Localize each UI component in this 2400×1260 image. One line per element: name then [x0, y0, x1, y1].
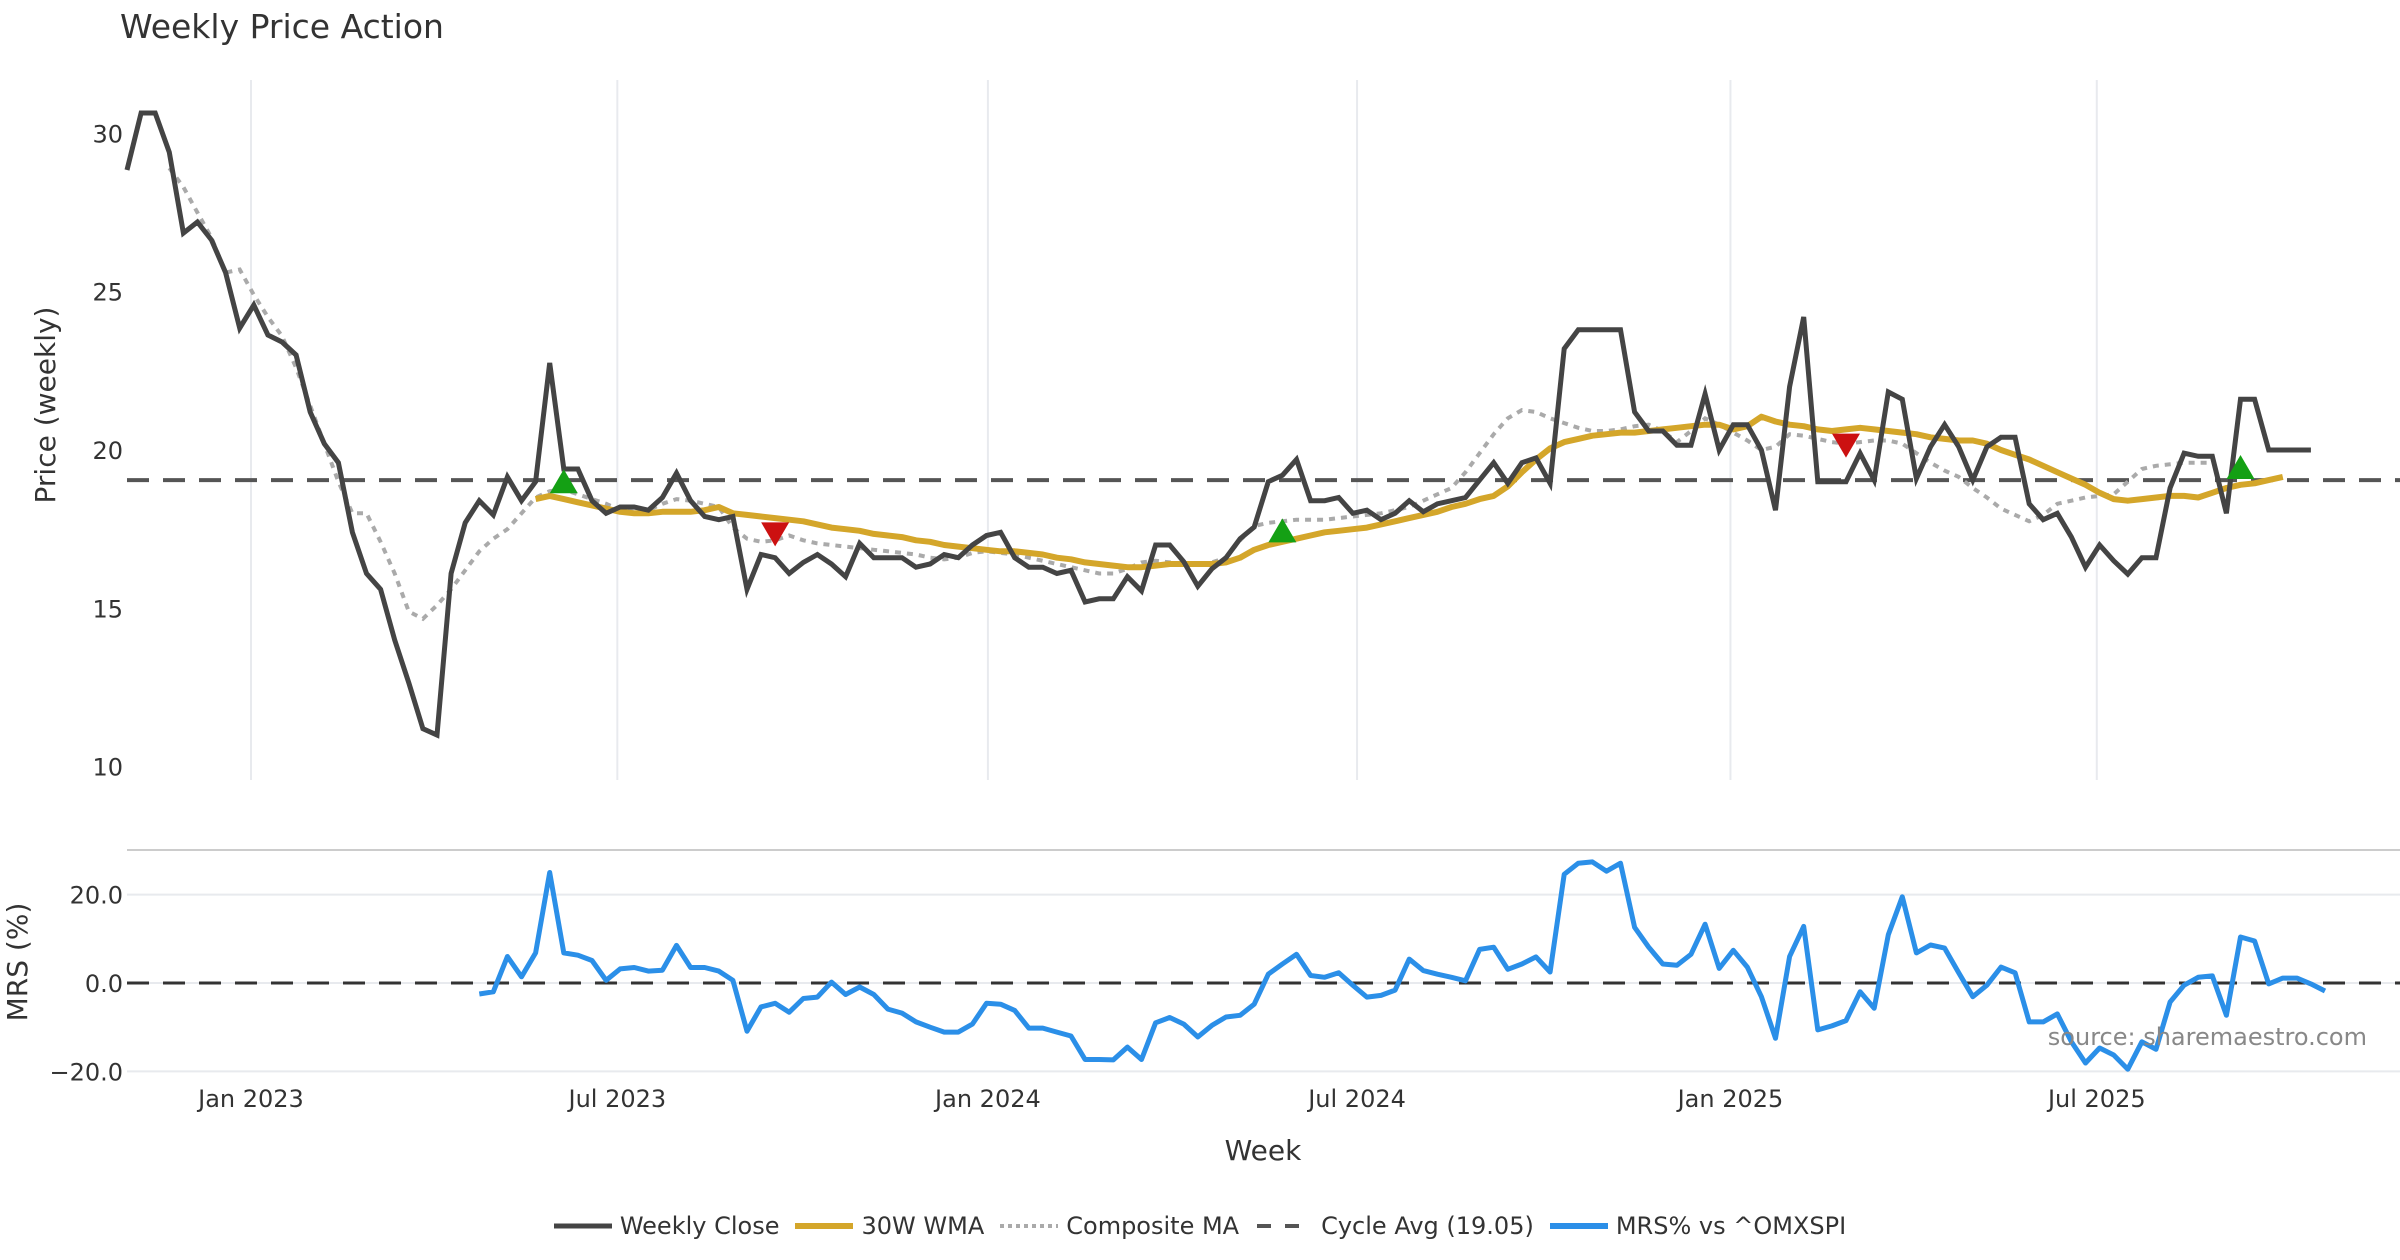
x-tick-label: Jan 2023: [196, 1085, 304, 1113]
x-tick-label: Jan 2025: [1676, 1085, 1784, 1113]
mrs-panel: [127, 859, 2400, 1072]
legend-item-cycle-avg[interactable]: Cycle Avg (19.05): [1255, 1212, 1534, 1240]
x-axis-label: Week: [1225, 1134, 1302, 1167]
composite-ma-line: [167, 166, 2213, 622]
legend-label: MRS% vs ^OMXSPI: [1615, 1212, 1847, 1240]
legend-swatch-solid-blue: [1549, 1223, 1608, 1229]
legend-label: Composite MA: [1066, 1212, 1240, 1240]
x-tick-label: Jul 2025: [2046, 1085, 2146, 1113]
legend-item-wma[interactable]: 30W WMA: [795, 1212, 984, 1240]
mrs-y-tick-label: 0.0: [85, 970, 123, 998]
mrs-y-axis-label: MRS (%): [1, 903, 34, 1022]
sell-signal-marker: [761, 522, 790, 547]
legend-label: 30W WMA: [861, 1212, 985, 1240]
weekly-close-line: [124, 110, 2311, 739]
legend-swatch-dotted-gray: [1000, 1224, 1059, 1228]
buy-signal-marker: [1268, 518, 1297, 543]
legend-item-weekly-close[interactable]: Weekly Close: [553, 1212, 780, 1240]
wma-30w-line: [534, 413, 2284, 571]
chart: Weekly Price Action Jan 2023 Jul 2023 Jan …: [1, 7, 2400, 1167]
buy-signal-marker: [2226, 455, 2255, 480]
grid-layer: [127, 80, 2400, 1073]
legend-item-composite-ma[interactable]: Composite MA: [1000, 1212, 1239, 1240]
mrs-line: [478, 859, 2327, 1072]
price-y-tick-label: 25: [92, 279, 123, 307]
price-y-tick-label: 30: [92, 120, 123, 148]
legend-label: Weekly Close: [619, 1212, 780, 1240]
legend-item-mrs[interactable]: MRS% vs ^OMXSPI: [1549, 1212, 1847, 1240]
legend: Weekly Close 30W WMA Composite MA Cycle …: [0, 1212, 2400, 1240]
x-tick-label: Jul 2024: [1306, 1085, 1406, 1113]
price-y-tick-label: 20: [92, 437, 123, 465]
legend-swatch-solid-dark: [553, 1223, 612, 1229]
legend-label: Cycle Avg (19.05): [1321, 1212, 1534, 1240]
price-panel: [124, 110, 2400, 739]
price-y-tick-label: 10: [92, 754, 123, 782]
buy-signal-marker: [549, 469, 578, 494]
mrs-y-tick-label: 20.0: [70, 882, 123, 910]
chart-title: Weekly Price Action: [120, 7, 444, 46]
x-tick-label: Jan 2024: [933, 1085, 1041, 1113]
price-y-axis-label: Price (weekly): [29, 307, 62, 504]
tick-layer: Jan 2023 Jul 2023 Jan 2024 Jul 2024 Jan 2025…: [49, 120, 2145, 1113]
price-y-tick-label: 15: [92, 595, 123, 623]
sell-signal-marker: [1831, 433, 1860, 458]
legend-swatch-dashed: [1257, 1224, 1314, 1228]
source-note: source: sharemaestro.com: [2048, 1023, 2367, 1051]
x-tick-label: Jul 2023: [566, 1085, 666, 1113]
mrs-y-tick-label: −20.0: [49, 1058, 123, 1086]
legend-swatch-solid-gold: [795, 1223, 854, 1229]
